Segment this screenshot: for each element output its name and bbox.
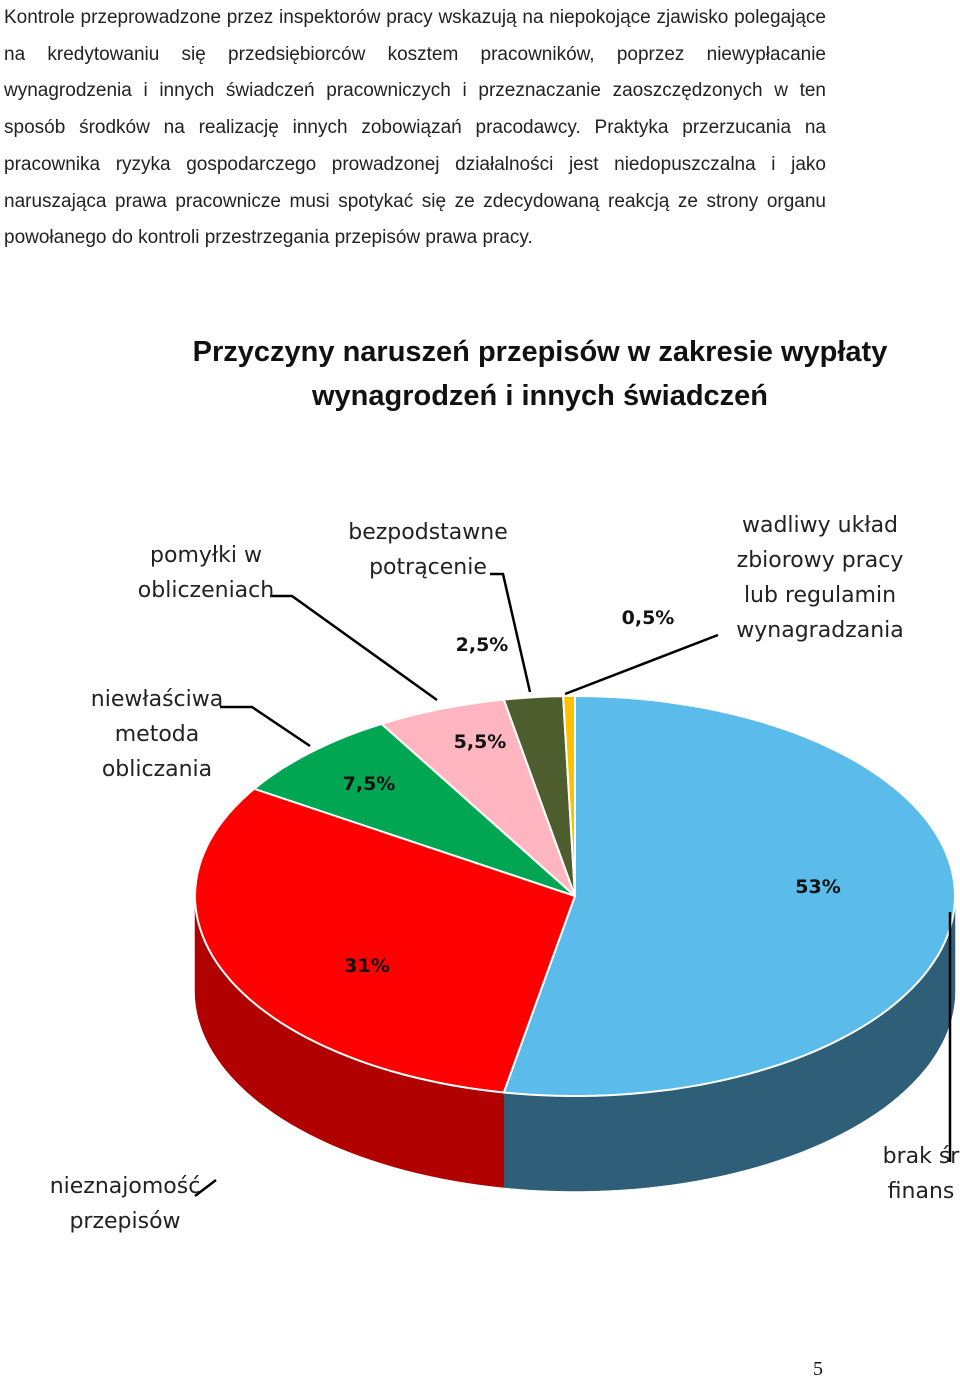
chart-title-line-2: wynagrodzeń i innych świadczeń — [311, 380, 769, 412]
pie-category-label-2: niewłaściwa metoda obliczania — [91, 687, 223, 782]
pie-leader-line-3 — [270, 594, 438, 702]
pie-tops — [193, 694, 957, 1097]
pie-slice-2 — [252, 722, 576, 897]
pie-slice-4 — [502, 695, 576, 897]
pie-category-label-4-line-0: bezpodstawne — [348, 520, 507, 545]
pie-leaders — [194, 572, 952, 1197]
pie-category-label-3-line-0: pomyłki w — [150, 543, 262, 568]
pie-leader-line-5 — [564, 633, 719, 696]
pie-category-label-2-line-0: niewłaściwa — [91, 687, 223, 712]
pie-category-label-1-line-0: nieznajomość — [50, 1174, 201, 1199]
pie-category-label-5-line-1: zbiorowy pracy — [737, 548, 904, 573]
pie-category-label-1-line-1: przepisów — [69, 1209, 180, 1234]
pie-slice-5 — [562, 695, 576, 897]
pie-category-label-4-line-1: potrącenie — [369, 555, 487, 580]
pie-category-label-3-line-1: obliczeniach — [138, 578, 274, 603]
pie-category-label-5: wadliwy układ zbiorowy pracy lub regulamin… — [736, 513, 903, 643]
pie-value-label-4: 2,5% — [456, 634, 509, 656]
pie-category-label-2-line-1: metoda — [115, 722, 200, 747]
pie-category-label-3: pomyłki w obliczeniach — [138, 543, 274, 603]
chart-title-line-1: Przyczyny naruszeń przepisów w zakresie … — [192, 336, 888, 368]
pie-value-label-1: 31% — [344, 955, 389, 977]
page-number: 5 — [813, 1358, 823, 1380]
pie-slice-3 — [379, 698, 576, 897]
pie-category-label-0: brak śr finans — [883, 1144, 960, 1204]
pie-slice-0 — [502, 694, 957, 1097]
pie-value-labels: 53% 31% 7,5% 5,5% 2,5% 0,5% — [343, 607, 841, 977]
pie-value-label-2: 7,5% — [343, 773, 396, 795]
pie-category-label-0-line-0: brak śr — [883, 1144, 960, 1169]
pie-value-label-5: 0,5% — [622, 607, 675, 629]
pie-category-label-5-line-3: wynagradzania — [736, 618, 903, 643]
pie-category-label-5-line-0: wadliwy układ — [742, 513, 898, 538]
chart-title: Przyczyny naruszeń przepisów w zakresie … — [120, 330, 960, 418]
pie-category-label-4: bezpodstawne potrącenie — [348, 520, 507, 580]
pie-leader-line-4 — [490, 572, 532, 693]
pie-category-label-1: nieznajomość przepisów — [50, 1174, 201, 1234]
pie-category-label-5-line-2: lub regulamin — [744, 583, 896, 608]
body-paragraph: Kontrole przeprowadzone przez inspektoró… — [4, 7, 826, 249]
pie-category-label-0-line-1: finans — [888, 1179, 955, 1204]
pie-value-label-0: 53% — [795, 876, 840, 898]
pie-category-label-2-line-2: obliczania — [102, 757, 212, 782]
pie-value-label-3: 5,5% — [454, 731, 507, 753]
pie-leader-line-1 — [194, 1179, 217, 1197]
pie-leader-line-2 — [220, 705, 311, 748]
pie-category-labels: brak śr finans nieznajomość przepisów niewła… — [50, 513, 960, 1234]
